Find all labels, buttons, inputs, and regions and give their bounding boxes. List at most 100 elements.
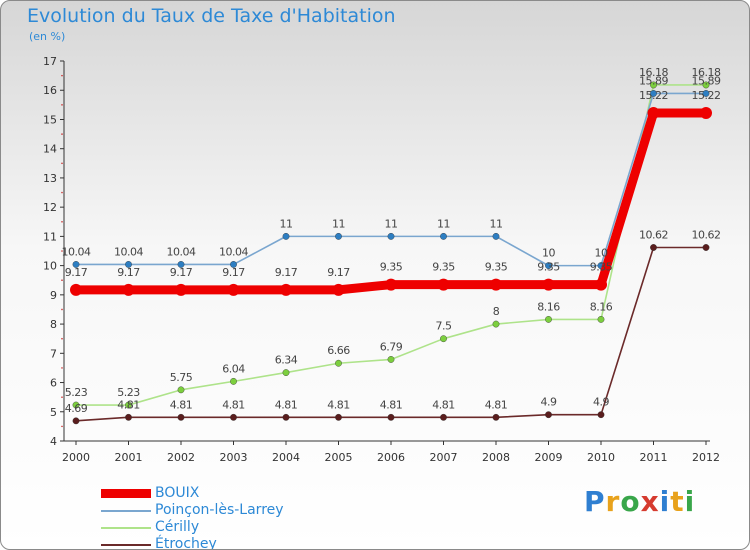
y-minor-tick xyxy=(61,104,63,106)
data-label-bouix: 9.17 xyxy=(117,266,140,279)
data-point-bouix xyxy=(542,278,555,291)
y-tick-label: 10 xyxy=(43,260,57,273)
unit-label: (en %) xyxy=(29,30,66,43)
data-point-bouix xyxy=(332,283,345,296)
data-label-bouix: 9.17 xyxy=(327,266,350,279)
legend-label-poincon: Poinçon-lès-Larrey xyxy=(155,502,284,518)
data-label-cerilly: 6.79 xyxy=(380,340,403,353)
data-point-cerilly xyxy=(125,401,132,409)
data-point-etrochey xyxy=(702,244,710,251)
data-label-poincon: 10.04 xyxy=(167,245,196,258)
data-point-cerilly xyxy=(492,320,500,328)
data-label-bouix: 9.17 xyxy=(65,266,88,279)
data-point-bouix xyxy=(385,278,397,291)
data-label-cerilly: 5.23 xyxy=(117,386,140,399)
data-point-etrochey xyxy=(492,413,500,421)
y-minor-tick xyxy=(61,367,63,369)
legend-label-etrochey: Étrochey xyxy=(155,536,217,550)
y-minor-tick xyxy=(61,279,63,282)
x-tick-label: 2010 xyxy=(587,451,615,464)
legend-swatch-poincon xyxy=(101,510,151,512)
data-point-bouix xyxy=(280,283,292,296)
data-label-bouix: 9.35 xyxy=(537,261,560,274)
data-label-etrochey: 4.81 xyxy=(117,398,140,411)
data-point-etrochey xyxy=(440,413,447,421)
y-tick-label: 7 xyxy=(50,347,57,360)
x-tick-label: 2006 xyxy=(377,451,405,464)
data-point-cerilly xyxy=(335,359,342,367)
data-label-poincon: 10.04 xyxy=(114,245,143,258)
y-tick-label: 15 xyxy=(43,113,57,126)
data-label-bouix: 9.17 xyxy=(222,266,245,279)
y-minor-tick xyxy=(61,191,63,194)
data-point-bouix xyxy=(595,278,607,291)
data-label-etrochey: 10.62 xyxy=(692,228,721,241)
data-point-cerilly xyxy=(650,81,657,89)
legend-item-cerilly: Cérilly xyxy=(101,519,361,536)
x-tick-label: 2005 xyxy=(325,451,353,464)
x-tick-label: 2007 xyxy=(430,451,458,464)
data-label-bouix: 15.22 xyxy=(639,89,668,102)
data-point-bouix xyxy=(437,278,450,291)
y-minor-tick xyxy=(61,425,63,428)
y-minor-tick xyxy=(61,250,63,252)
y-tick-label: 13 xyxy=(43,172,57,185)
x-tick-label: 2008 xyxy=(482,451,510,464)
data-label-poincon: 11 xyxy=(490,217,503,230)
data-point-poincon xyxy=(282,232,290,240)
data-point-bouix xyxy=(175,283,187,296)
data-label-etrochey: 4.81 xyxy=(432,398,455,411)
legend-swatch-cerilly xyxy=(101,527,151,529)
x-tick-label: 2011 xyxy=(640,451,668,464)
data-label-bouix: 9.35 xyxy=(380,261,403,274)
data-label-cerilly: 5.75 xyxy=(170,371,193,384)
y-tick-label: 9 xyxy=(50,289,57,302)
data-point-bouix xyxy=(70,283,82,296)
data-point-poincon xyxy=(650,90,657,97)
y-tick-label: 4 xyxy=(50,435,57,448)
data-point-cerilly xyxy=(282,369,290,376)
data-label-etrochey: 4.81 xyxy=(380,398,403,411)
data-label-cerilly: 8.16 xyxy=(590,300,613,313)
data-label-poincon: 15.89 xyxy=(639,74,668,87)
data-point-bouix xyxy=(227,283,240,296)
data-label-etrochey: 4.81 xyxy=(275,398,298,411)
y-tick-label: 16 xyxy=(43,84,57,97)
x-tick-label: 2012 xyxy=(692,451,720,464)
data-point-poincon xyxy=(545,262,552,270)
y-minor-tick xyxy=(61,162,63,165)
data-label-bouix: 9.17 xyxy=(170,266,193,279)
data-point-bouix xyxy=(700,107,712,120)
data-label-bouix: 9.17 xyxy=(275,266,298,279)
chart-title: Evolution du Taux de Taxe d'Habitation xyxy=(27,5,396,27)
data-point-poincon xyxy=(702,90,710,97)
line-chart: 4 5 6 7 8 9 10 11 12 13 14 15 16 17 2000 2001 2002 2003 20… xyxy=(43,55,721,464)
data-label-etrochey: 4.81 xyxy=(327,398,350,411)
legend-swatch-etrochey xyxy=(101,544,151,546)
y-minor-tick xyxy=(61,220,63,223)
data-point-etrochey xyxy=(335,413,342,421)
y-minor-tick xyxy=(61,396,63,398)
data-point-cerilly xyxy=(545,315,552,323)
data-label-poincon: 11 xyxy=(332,217,345,230)
data-label-bouix: 9.35 xyxy=(432,261,455,274)
data-point-poincon xyxy=(335,232,342,240)
data-point-etrochey xyxy=(597,411,605,419)
data-label-bouix: 9.35 xyxy=(485,261,508,274)
proxiti-logo: Proxiti xyxy=(584,485,696,518)
y-minor-tick xyxy=(61,74,63,77)
y-tick-label: 12 xyxy=(43,201,57,214)
data-point-poincon xyxy=(440,232,447,240)
data-point-cerilly xyxy=(702,81,710,89)
legend-label-cerilly: Cérilly xyxy=(155,519,200,535)
data-point-etrochey xyxy=(72,417,80,425)
x-tick-label: 2002 xyxy=(167,451,195,464)
data-point-etrochey xyxy=(230,413,237,421)
data-label-etrochey: 10.62 xyxy=(639,228,668,241)
data-point-poincon xyxy=(230,261,237,268)
y-minor-tick xyxy=(61,133,63,135)
data-label-bouix: 15.22 xyxy=(692,89,721,102)
data-label-etrochey: 4.69 xyxy=(65,402,88,415)
data-label-cerilly: 7.5 xyxy=(436,320,452,333)
